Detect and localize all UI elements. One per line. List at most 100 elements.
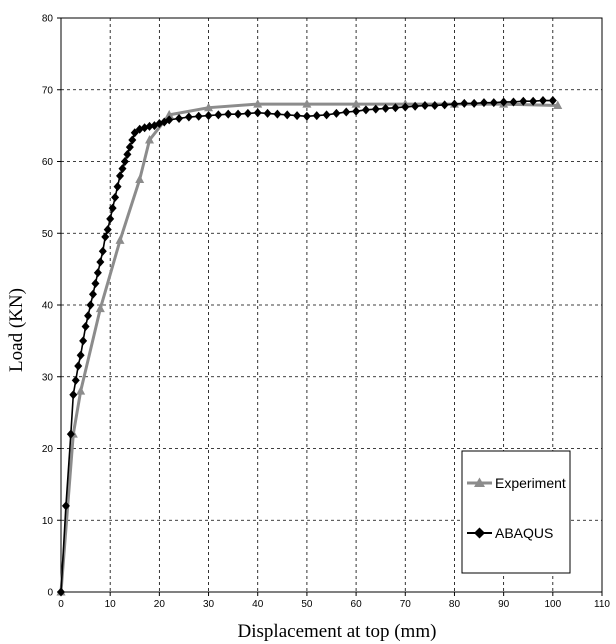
abaqus-point <box>479 98 488 108</box>
series-line-experiment <box>59 102 558 593</box>
legend-experiment-marker-icon <box>474 477 485 487</box>
abaqus-point <box>145 121 154 131</box>
legend-experiment-label: Experiment <box>495 475 566 491</box>
series-abaqus <box>57 96 557 597</box>
abaqus-point <box>548 96 557 106</box>
abaqus-point <box>430 101 439 111</box>
experiment-point <box>95 303 105 313</box>
abaqus-point <box>489 98 498 108</box>
abaqus-point <box>71 375 80 385</box>
y-tick-label: 70 <box>42 85 54 96</box>
experiment-point <box>302 99 312 108</box>
abaqus-point <box>440 100 449 110</box>
experiment-point <box>253 99 263 108</box>
abaqus-point <box>263 108 272 118</box>
abaqus-point <box>234 109 243 119</box>
abaqus-point <box>88 289 97 299</box>
abaqus-point <box>91 278 100 288</box>
abaqus-point <box>253 108 262 118</box>
legend-abaqus-label: ABAQUS <box>495 525 553 541</box>
y-tick-label: 10 <box>42 516 54 527</box>
y-tick-label: 20 <box>42 444 54 455</box>
experiment-point <box>164 109 174 119</box>
abaqus-point <box>106 214 115 224</box>
y-tick-label: 80 <box>42 14 54 25</box>
abaqus-point <box>194 111 203 121</box>
abaqus-point <box>96 257 105 267</box>
abaqus-point <box>283 110 292 120</box>
experiment-point <box>351 99 361 108</box>
abaqus-point <box>381 103 390 113</box>
x-tick-label: 10 <box>105 599 117 610</box>
experiment-point <box>135 174 145 183</box>
abaqus-point <box>175 113 184 123</box>
abaqus-point <box>401 102 410 112</box>
x-axis-label: Displacement at top (mm) <box>238 621 437 642</box>
experiment-point <box>76 386 86 395</box>
y-tick-label: 60 <box>42 157 54 168</box>
abaqus-point <box>98 246 107 256</box>
abaqus-point <box>103 225 112 235</box>
x-tick-label: 90 <box>498 599 510 610</box>
legend-abaqus-marker-icon <box>474 527 485 539</box>
abaqus-point <box>113 182 122 192</box>
abaqus-point <box>509 97 518 107</box>
x-tick-label: 60 <box>351 599 363 610</box>
abaqus-point <box>74 361 83 371</box>
abaqus-point <box>61 501 70 511</box>
abaqus-point <box>450 99 459 109</box>
abaqus-point <box>322 110 331 120</box>
abaqus-point <box>69 390 78 400</box>
abaqus-point <box>125 142 134 152</box>
abaqus-point <box>293 111 302 121</box>
grid <box>61 18 602 592</box>
x-tick-label: 80 <box>449 599 461 610</box>
x-tick-label: 20 <box>154 599 166 610</box>
abaqus-point <box>342 107 351 117</box>
legend: Experiment ABAQUS <box>461 450 571 574</box>
experiment-point <box>115 235 125 244</box>
abaqus-point <box>76 350 85 360</box>
x-tick-label: 0 <box>58 599 64 610</box>
x-tick-label: 110 <box>594 599 610 610</box>
abaqus-point <box>81 322 90 332</box>
x-tick-label: 100 <box>544 599 561 610</box>
x-tick-label: 70 <box>400 599 412 610</box>
abaqus-point <box>57 587 65 597</box>
x-tick-label: 40 <box>252 599 264 610</box>
x-tick-label: 50 <box>301 599 313 610</box>
series-layer <box>56 96 563 597</box>
abaqus-point <box>243 108 252 118</box>
abaqus-point <box>352 106 361 116</box>
y-tick-label: 50 <box>42 229 54 240</box>
abaqus-point <box>312 111 321 121</box>
abaqus-point <box>108 203 117 213</box>
abaqus-point <box>128 135 137 145</box>
abaqus-point <box>86 300 95 310</box>
abaqus-point <box>273 109 282 119</box>
abaqus-point <box>79 336 88 346</box>
legend-box <box>461 450 571 574</box>
y-tick-label: 30 <box>42 372 54 383</box>
y-tick-label: 0 <box>47 588 53 599</box>
experiment-point <box>204 102 214 112</box>
abaqus-point <box>420 101 429 111</box>
abaqus-point <box>411 101 420 111</box>
abaqus-point <box>519 96 528 106</box>
x-tick-label: 30 <box>203 599 215 610</box>
abaqus-point <box>118 164 127 174</box>
abaqus-point <box>302 111 311 121</box>
abaqus-point <box>332 108 341 118</box>
y-tick-label: 40 <box>42 301 54 312</box>
abaqus-point <box>214 110 223 120</box>
abaqus-point <box>165 115 174 125</box>
abaqus-point <box>204 111 213 121</box>
abaqus-point <box>361 105 370 115</box>
abaqus-point <box>224 109 233 119</box>
abaqus-point <box>93 268 102 278</box>
abaqus-point <box>84 311 93 321</box>
abaqus-point <box>371 104 380 114</box>
tick-labels: 0 10 20 30 40 50 60 70 80 90 100 110 0 10 20 30 40 50 60 70… <box>42 14 611 611</box>
abaqus-point <box>184 112 193 122</box>
